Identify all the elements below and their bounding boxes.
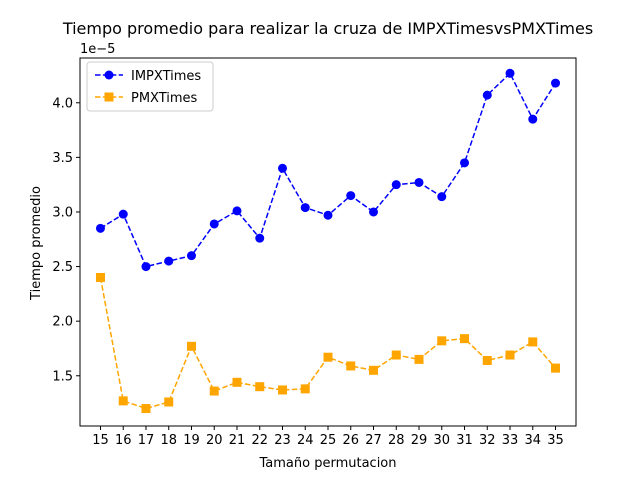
data-point — [186, 341, 196, 351]
legend-label-pmx: PMXTimes — [131, 91, 198, 106]
data-point — [482, 90, 492, 100]
data-point — [95, 272, 105, 282]
data-point — [164, 256, 174, 266]
data-point — [209, 386, 219, 396]
y-tick-label: 3.0 — [52, 205, 73, 220]
data-point — [505, 68, 515, 78]
x-tick-label: 16 — [115, 433, 132, 448]
legend-label-impx: IMPXTimes — [131, 69, 201, 84]
x-tick-label: 19 — [183, 433, 200, 448]
data-point — [346, 361, 356, 371]
x-tick-label: 27 — [365, 433, 382, 448]
y-axis-label: Tiempo promedio — [29, 186, 44, 301]
legend-box — [86, 61, 214, 112]
data-point — [255, 382, 265, 392]
y-tick-label: 2.0 — [52, 315, 73, 330]
data-point — [460, 334, 470, 344]
x-tick-label: 33 — [502, 433, 519, 448]
data-point — [141, 404, 151, 414]
x-tick-label: 26 — [342, 433, 359, 448]
data-point — [414, 177, 424, 187]
plot-area: 15 16 17 18 19 20 21 22 23 24 25 26 27 28 29 30 31 32 33 34… — [52, 57, 577, 448]
data-point — [414, 354, 424, 364]
x-tick-label: 28 — [388, 433, 405, 448]
data-point — [391, 180, 401, 190]
data-point — [164, 397, 174, 407]
y-tick-label: 1.5 — [52, 369, 73, 384]
legend: IMPXTimes PMXTimes — [86, 61, 214, 112]
data-point — [300, 203, 310, 213]
y-tick-label: 3.5 — [52, 151, 73, 166]
x-tick-label: 32 — [479, 433, 496, 448]
data-point — [528, 114, 538, 124]
data-point — [232, 377, 242, 387]
data-point — [460, 158, 470, 168]
data-point — [118, 396, 128, 406]
data-point — [437, 336, 447, 346]
legend-marker-impx — [104, 70, 114, 80]
data-point — [482, 355, 492, 365]
data-point — [186, 251, 196, 261]
x-axis-label: Tamaño permutacion — [259, 456, 397, 471]
x-tick-label: 31 — [456, 433, 473, 448]
x-tick-label: 17 — [138, 433, 155, 448]
legend-marker-pmx — [104, 92, 114, 102]
data-point — [505, 350, 515, 360]
data-point — [369, 207, 379, 217]
data-point — [277, 163, 287, 173]
y-offset-label: 1e−5 — [80, 42, 115, 57]
data-point — [551, 78, 561, 88]
data-point — [369, 365, 379, 375]
data-point — [346, 191, 356, 201]
chart-title: Tiempo promedio para realizar la cruza d… — [62, 19, 593, 38]
x-tick-label: 15 — [92, 433, 109, 448]
data-point — [551, 363, 561, 373]
data-point — [300, 384, 310, 394]
data-point — [232, 206, 242, 216]
data-point — [323, 210, 333, 220]
data-point — [255, 233, 265, 243]
data-point — [391, 350, 401, 360]
x-tick-label: 29 — [411, 433, 428, 448]
x-tick-label: 23 — [274, 433, 291, 448]
x-tick-label: 35 — [547, 433, 564, 448]
data-point — [323, 352, 333, 362]
data-point — [528, 337, 538, 347]
data-point — [277, 385, 287, 395]
y-tick-label: 2.5 — [52, 260, 73, 275]
x-tick-label: 24 — [297, 433, 314, 448]
data-point — [209, 219, 219, 229]
data-point — [437, 192, 447, 202]
data-point — [95, 223, 105, 233]
x-tick-label: 18 — [160, 433, 177, 448]
x-tick-label: 21 — [229, 433, 246, 448]
x-tick-label: 30 — [433, 433, 450, 448]
x-tick-label: 34 — [524, 433, 541, 448]
x-tick-label: 25 — [320, 433, 337, 448]
y-tick-label: 4.0 — [52, 96, 73, 111]
data-point — [141, 262, 151, 272]
x-tick-label: 22 — [251, 433, 268, 448]
data-point — [118, 209, 128, 219]
x-tick-label: 20 — [206, 433, 223, 448]
